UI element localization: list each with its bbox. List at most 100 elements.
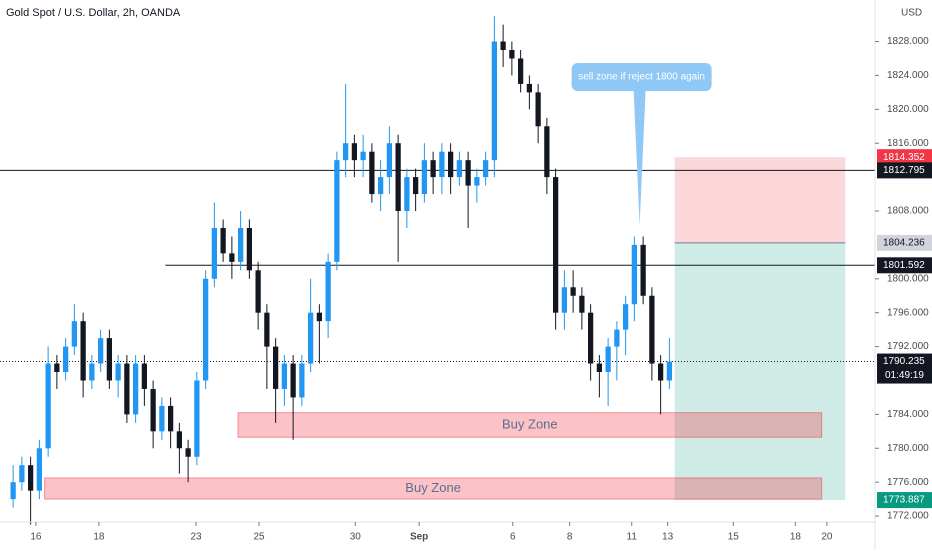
candle-body [290,363,296,398]
candle-body [106,338,112,381]
price-label-bg [877,162,932,179]
candle-body [614,329,620,347]
callout-text: sell zone if reject 1800 again [578,72,705,83]
candle-body [71,321,77,347]
candle-body [203,278,209,381]
price-label: 1773.887 [883,495,925,506]
x-tick-label: 6 [510,532,516,543]
candle-body [623,304,629,330]
callout-box [571,63,712,91]
candle-body [386,143,392,178]
price-axis [875,0,932,550]
x-tick-label: 11 [627,532,638,543]
y-tick-label: 1800.000 [887,273,929,284]
candle-body [281,363,287,389]
price-label: 1814.352 [883,152,925,163]
y-tick-label: 1808.000 [887,206,929,217]
candle-body [579,295,585,313]
candle-body [220,227,226,254]
x-tick-label: 30 [350,532,362,543]
candle-body [421,160,427,195]
x-tick-label: 18 [93,532,105,543]
candle-body [474,177,480,186]
x-tick-label: 16 [30,532,42,543]
y-tick-label: 1824.000 [887,70,929,81]
candle-body [36,448,42,491]
candle-body [308,312,314,364]
y-tick-label: 1780.000 [887,443,929,454]
candle-body [343,143,349,161]
candle-body [483,160,489,178]
zone-label: Buy Zone [405,480,461,495]
buy-zone [44,477,823,500]
x-tick-label: 13 [662,532,674,543]
zone-label: Buy Zone [502,416,558,431]
candle-body [378,177,384,195]
y-tick-label: 1776.000 [887,477,929,488]
candle-body [430,160,436,178]
candle-body [168,405,174,432]
candle-body [439,151,445,178]
chart-title: Gold Spot / U.S. Dollar, 2h, OANDA [6,7,181,19]
y-tick-label: 1828.000 [887,36,929,47]
x-tick-label: 18 [790,532,802,543]
candle-body [45,363,51,449]
candle-body [255,270,261,313]
price-label-bg [877,353,932,384]
y-tick-label: 1796.000 [887,307,929,318]
candle-body [570,287,576,296]
candle-body [649,295,655,364]
price-label: 1801.592 [883,260,925,271]
x-tick-label: 20 [821,532,833,543]
target-zone [674,242,846,501]
candle-body [448,151,454,178]
candle-body [98,338,104,364]
y-tick-label: 1772.000 [887,511,929,522]
candle-body [325,261,331,322]
candle-body [413,177,419,195]
x-tick-label: 23 [190,532,202,543]
candle-body [238,227,244,262]
candle-body [194,380,200,457]
candle-body [133,363,139,415]
candle-body [465,160,471,186]
x-tick-label: 25 [253,532,265,543]
candle-body [588,312,594,364]
candle-body [141,363,147,389]
candle-body [229,253,235,262]
price-label-bg [877,234,932,251]
candle-body [89,363,95,381]
candle-body [185,448,191,457]
candle-body [605,346,611,373]
candle-body [658,363,664,381]
candle-body [491,41,497,161]
candle-body [596,363,602,373]
candle-body [28,465,34,491]
candle-body [316,312,322,322]
countdown: 01:49:19 [885,370,924,381]
candle-body [395,143,401,212]
candle-body [509,49,515,59]
candle-body [351,143,357,161]
price-label: 1804.236 [883,238,925,249]
price-label-bg [877,492,932,509]
candle-body [518,58,524,84]
x-tick-label: Sep [410,532,428,543]
price-label: 1812.795 [883,165,925,176]
candle-body [63,346,69,373]
candle-body [456,160,462,178]
candle-body [124,363,130,415]
price-label: 1790.235 [883,356,925,367]
candle-body [176,431,182,449]
y-tick-label: 1820.000 [887,104,929,115]
candle-body [334,160,340,262]
candle-body [54,363,60,373]
candle-body [211,227,217,279]
candle-body [526,83,532,93]
y-tick-label: 1784.000 [887,409,929,420]
candle-body [264,312,270,347]
candle-body [299,363,305,398]
candle-body [10,482,16,500]
callout-pointer [633,90,646,226]
